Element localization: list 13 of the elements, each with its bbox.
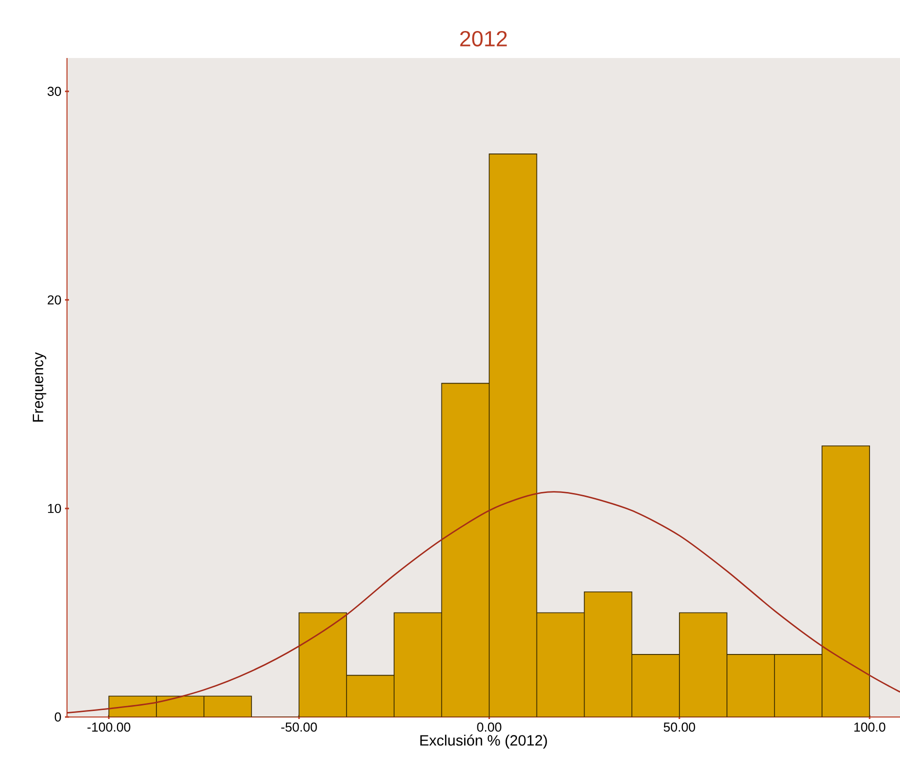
x-axis-title: Exclusión % (2012)	[420, 734, 547, 749]
y-axis-title: Frequency	[32, 352, 46, 422]
x-tick-label: 100.0	[854, 722, 886, 732]
chart-title: 2012	[460, 30, 507, 46]
x-tick-label: 0.00	[477, 722, 502, 732]
y-tick-label: 0	[54, 712, 61, 722]
line-series	[67, 491, 900, 714]
x-tick-label: -50.00	[281, 722, 317, 732]
y-tick-label: 30	[48, 86, 61, 96]
y-tick-label: 10	[48, 504, 61, 514]
x-tick-label: 50.00	[664, 722, 696, 732]
x-tick-label: -100.00	[87, 722, 130, 732]
y-tick-label: 20	[48, 295, 61, 304]
